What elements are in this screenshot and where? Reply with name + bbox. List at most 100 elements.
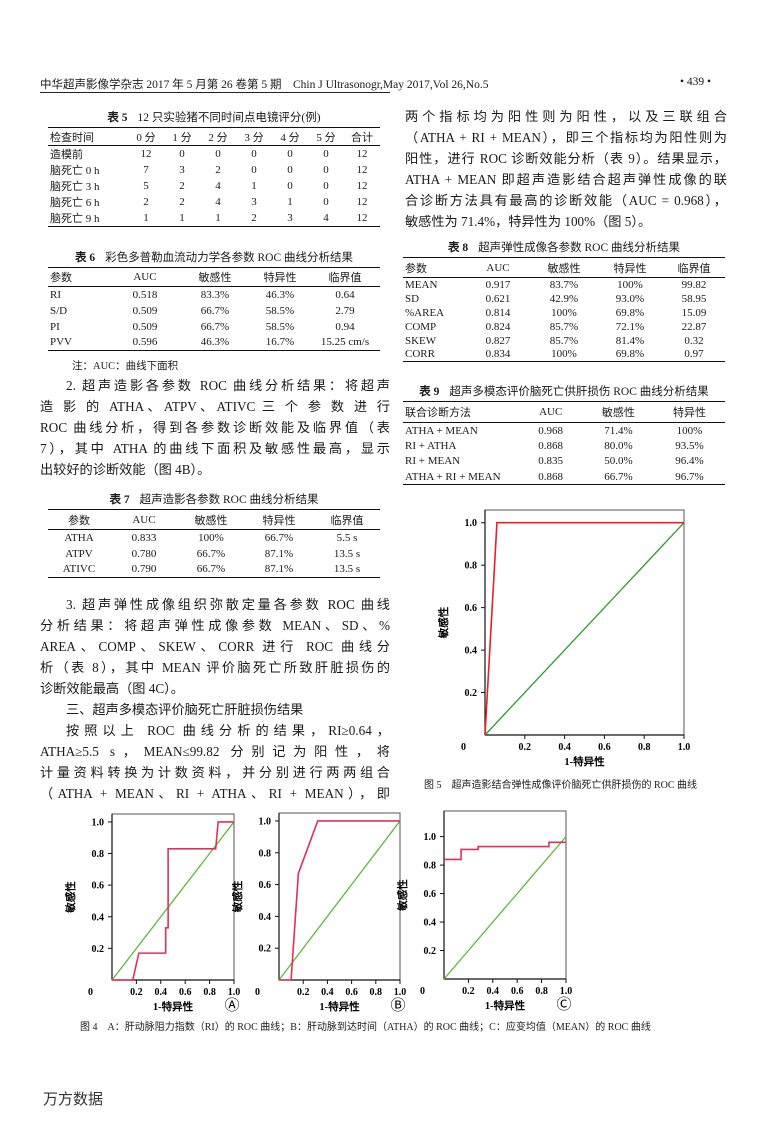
table-cell: 0.509 xyxy=(132,304,158,317)
table-cell: COMP xyxy=(405,320,437,333)
table-row: RI + ATHA 0.868 80.0% 93.5% xyxy=(403,438,725,454)
table-row: PI 0.509 66.7% 58.5% 0.94 xyxy=(48,319,380,335)
p2-line: 出较好的诊断效能（图 4B）。 xyxy=(40,462,211,477)
table-cell: 0.868 xyxy=(538,439,564,452)
table-header-row: 参数 AUC 敏感性 特异性 临界值 xyxy=(403,257,725,278)
table-row: ATHA + RI + MEAN 0.868 66.7% 96.7% xyxy=(403,469,725,485)
column-header: 特异性 xyxy=(262,514,296,527)
table-cell: 16.7% xyxy=(265,336,295,349)
table-row: RI 0.518 83.3% 46.3% 0.64 xyxy=(48,287,380,303)
roc-curve xyxy=(112,821,234,981)
table-cell: 58.5% xyxy=(265,320,295,333)
table-cell: 42.9% xyxy=(549,292,579,305)
table-header-row: 联合诊断方法 AUC 敏感性 特异性 xyxy=(403,401,725,423)
y-axis-title: 敏感性 xyxy=(231,880,244,913)
table-cell: 4 xyxy=(323,212,329,224)
table-cell: 83.3% xyxy=(200,288,230,301)
table-row: PVV 0.596 46.3% 16.7% 15.25 cm/s xyxy=(48,335,380,351)
y-tick-label: 1.0 xyxy=(465,518,478,529)
plot-frame xyxy=(278,812,401,981)
column-header: 检查时间 xyxy=(50,131,94,144)
table-cell: 85.7% xyxy=(549,334,579,347)
p5-line: 敏感性为 71.4%，特异性为 100%（图 5）。 xyxy=(405,214,652,229)
column-header: AUC xyxy=(133,271,157,283)
t6-caption: 表 6 彩色多普勒血流动力学各参数 ROC 曲线分析结果 xyxy=(48,249,380,265)
table-cell: 0 xyxy=(323,180,329,192)
table-cell: 0.64 xyxy=(335,288,355,301)
panel-mark: Ⓒ xyxy=(556,996,571,1013)
table-cell: PI xyxy=(50,320,60,333)
running-header: 中华超声影像学杂志 2017 年 5 月第 26 卷第 5 期 Chin J U… xyxy=(40,79,489,91)
column-header: 临界值 xyxy=(330,514,364,527)
table-cell: RI + MEAN xyxy=(405,455,461,468)
table-cell: 87.1% xyxy=(264,563,294,576)
x-tick-label: 1.0 xyxy=(678,742,691,753)
table-title: 超声造影各参数 ROC 曲线分析结果 xyxy=(139,494,319,506)
table-cell: 93.0% xyxy=(615,292,645,305)
table-cell: 0.596 xyxy=(132,336,158,349)
table-cell: 99.82 xyxy=(681,278,707,291)
plot-frame xyxy=(443,810,567,980)
p3-line: 3. 超声弹性成像组织弥散定量各参数 ROC 曲线 xyxy=(66,597,390,612)
table-cell: 58.95 xyxy=(681,292,707,305)
table-row: 造模前 12 0 0 0 0 0 12 xyxy=(48,146,380,163)
table-cell: S/D xyxy=(50,304,68,317)
table-cell: 1 xyxy=(215,212,221,224)
table-cell: 81.4% xyxy=(615,334,645,347)
table-row: S/D 0.509 66.7% 58.5% 2.79 xyxy=(48,303,380,319)
table-row: RI + MEAN 0.835 50.0% 96.4% xyxy=(403,454,725,470)
table-cell: 1 xyxy=(251,180,257,192)
p5-line: ATHA + MEAN 即超声造影结合超声弹性成像的联 xyxy=(405,172,727,187)
column-header: 临界值 xyxy=(328,272,362,284)
column-header: 合计 xyxy=(351,131,373,144)
roc-curve xyxy=(444,841,566,861)
table-cell: 0.833 xyxy=(131,531,157,544)
column-header: 联合诊断方法 xyxy=(405,407,471,419)
x-tick-label: 0.4 xyxy=(487,986,500,997)
table-cell: 66.7% xyxy=(200,304,230,317)
column-header: 特异性 xyxy=(672,407,706,419)
y-tick-label: 0.4 xyxy=(92,912,105,923)
t9-table: 联合诊断方法 AUC 敏感性 特异性 ATHA + MEAN 0.968 71.4% 100%… xyxy=(403,401,725,485)
x-axis-title: 1-特异性 xyxy=(153,1000,194,1013)
table-cell: 93.5% xyxy=(675,439,704,452)
table-cell: 58.5% xyxy=(265,304,295,317)
table-row: MEAN 0.917 83.7% 100% 99.82 xyxy=(403,278,725,292)
table-cell: 12 xyxy=(356,148,368,160)
table-cell: ATHA xyxy=(64,531,94,544)
panel-mark: Ⓐ xyxy=(224,997,239,1014)
column-header: 参数 xyxy=(405,262,427,275)
table-cell: ATPV xyxy=(65,547,93,560)
y-tick-label: 0.4 xyxy=(465,646,478,657)
table-cell: 0.780 xyxy=(131,547,157,560)
p3-line: 分析结果：将超声弹性成像参数 MEAN、SD、% xyxy=(40,618,390,633)
table-cell: 2 xyxy=(251,212,257,224)
table-header-row: 参数 AUC 敏感性 特异性 临界值 xyxy=(48,509,380,530)
column-header: 4 分 xyxy=(280,131,300,144)
table-row: SKEW 0.827 85.7% 81.4% 0.32 xyxy=(403,334,725,348)
table-header-row: 参数 AUC 敏感性 特异性 临界值 xyxy=(48,267,380,287)
table-cell: 脑死亡 6 h xyxy=(50,197,100,209)
y-tick-label: 0.6 xyxy=(92,881,105,892)
table-cell: 3 xyxy=(179,164,185,176)
table-cell: 0.835 xyxy=(538,455,564,468)
table-cell: 96.7% xyxy=(675,470,704,483)
t5-caption: 表 5 12 只实验猪不同时间点电镜评分(例) xyxy=(48,109,380,125)
y-axis-title: 敏感性 xyxy=(64,881,77,914)
origin-label: 0 xyxy=(255,987,260,998)
table-row: ATHA + MEAN 0.968 71.4% 100% xyxy=(403,423,725,439)
table-cell: 13.5 s xyxy=(333,547,361,560)
roc-curve xyxy=(484,521,684,736)
p4-line: 计量资料转换为计数资料，并分别进行两两组合 xyxy=(40,765,390,780)
y-tick-label: 0.8 xyxy=(465,561,478,572)
figure-4-caption: 图 4 A：肝动脉阻力指数（RI）的 ROC 曲线；B：肝动脉到达时间（ATHA… xyxy=(80,1022,651,1033)
x-tick-label: 0.2 xyxy=(130,987,143,998)
table-cell: 96.4% xyxy=(675,455,704,468)
p5-line: 阳性，进行 ROC 诊断效能分析（表 9）。结果显示， xyxy=(405,151,727,166)
table-cell: SD xyxy=(405,292,420,305)
table-cell: 13.5 s xyxy=(333,563,361,576)
table-label: 表 9 xyxy=(419,386,440,398)
table-cell: 0.509 xyxy=(132,320,158,333)
x-tick-label: 1.0 xyxy=(228,987,241,998)
